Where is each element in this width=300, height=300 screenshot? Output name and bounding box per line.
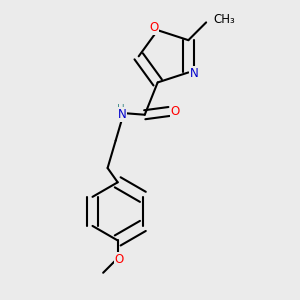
Text: CH₃: CH₃ — [213, 13, 235, 26]
Text: H: H — [117, 104, 124, 114]
Text: O: O — [114, 253, 124, 266]
Text: O: O — [171, 105, 180, 118]
Text: N: N — [190, 67, 199, 80]
Text: O: O — [149, 21, 158, 34]
Text: N: N — [118, 108, 127, 121]
